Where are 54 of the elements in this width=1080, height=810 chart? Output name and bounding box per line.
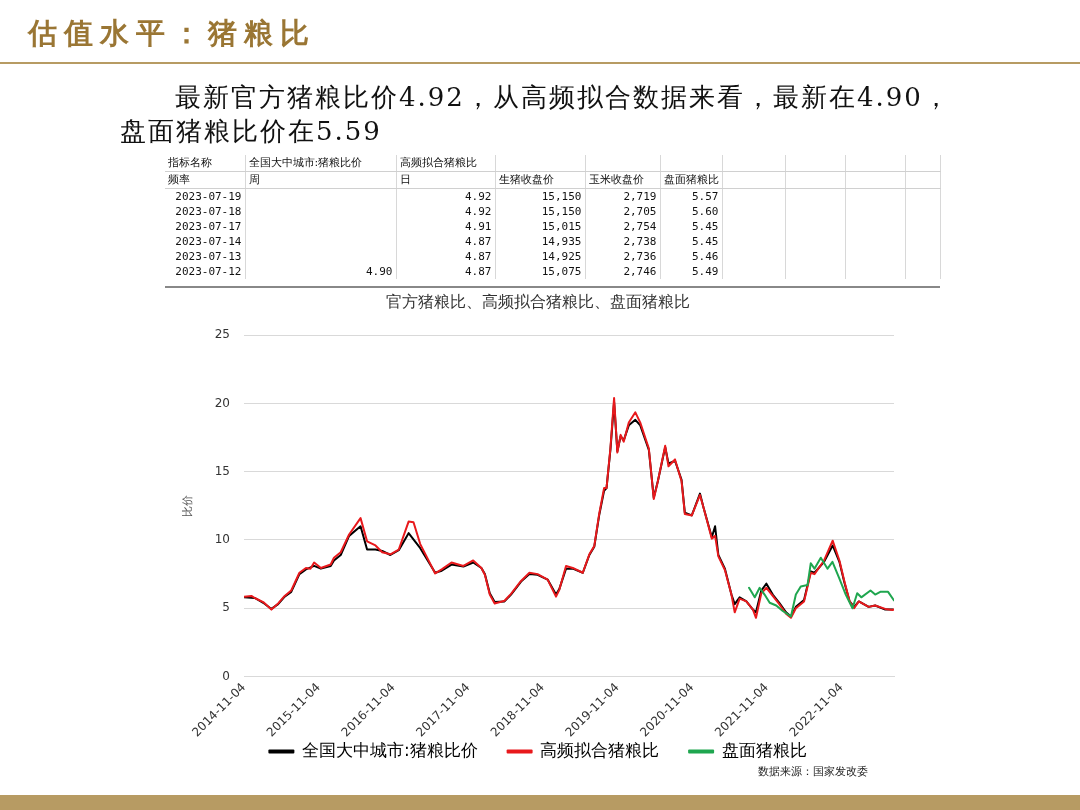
data-label: 2,736 (585, 249, 660, 264)
category-label: 2023-07-12 (165, 264, 245, 279)
data-label: 15,075 (495, 264, 585, 279)
data-label: 2,754 (585, 219, 660, 234)
y-tick-label: 5 (222, 600, 230, 615)
data-label: 4.87 (396, 264, 495, 279)
text: 生猪收盘价 (495, 171, 585, 189)
data-label: 4.91 (396, 219, 495, 234)
data-label: 15,150 (495, 204, 585, 219)
text: 全国大中城市:猪粮比价 (245, 155, 396, 172)
text: 盘面猪粮比 (660, 171, 722, 189)
text: 频率 (165, 171, 245, 189)
y-tick-label: 25 (214, 327, 230, 342)
data-label: 5.46 (660, 249, 722, 264)
data-label: 4.87 (396, 249, 495, 264)
y-tick-label: 0 (222, 668, 230, 683)
category-label: 2023-07-14 (165, 234, 245, 249)
data-label: 2,738 (585, 234, 660, 249)
chart-title: 官方猪粮比、高频拟合猪粮比、盘面猪粮比 (386, 291, 690, 311)
y-axis-title: 比价 (181, 494, 195, 517)
data-label: 5.57 (660, 188, 722, 204)
data-label: 5.49 (660, 264, 722, 279)
data-label: 14,925 (495, 249, 585, 264)
category-label: 2023-07-18 (165, 204, 245, 219)
y-tick-label: 20 (214, 395, 230, 410)
legend-label: 全国大中城市:猪粮比价 (301, 739, 478, 760)
text: 玉米收盘价 (585, 171, 660, 189)
text: 最新官方猪粮比价4.92，从高频拟合数据来看，最新在4.90，盘面猪粮比价在5.59 (120, 81, 952, 148)
legend-label: 高频拟合猪粮比 (540, 739, 660, 760)
text: 周 (245, 171, 396, 189)
text: 估值水平：猪粮比 (28, 15, 316, 52)
source-note: 数据来源：国家发改委 (758, 765, 868, 779)
text: 日 (396, 171, 495, 189)
data-label: 14,935 (495, 234, 585, 249)
data-label: 4.87 (396, 234, 495, 249)
y-tick-label: 15 (214, 463, 230, 478)
text: 指标名称 (165, 155, 245, 172)
data-label: 5.60 (660, 204, 722, 219)
category-label: 2023-07-19 (165, 188, 245, 204)
data-label: 5.45 (660, 234, 722, 249)
data-label: 4.92 (396, 204, 495, 219)
category-label: 2023-07-17 (165, 219, 245, 234)
data-label: 2,719 (585, 188, 660, 204)
data-label: 5.45 (660, 219, 722, 234)
data-label: 2,705 (585, 204, 660, 219)
category-label: 2023-07-13 (165, 249, 245, 264)
data-label: 15,015 (495, 219, 585, 234)
data-label: 4.90 (245, 264, 396, 279)
data-label: 4.92 (396, 188, 495, 204)
data-label: 2,746 (585, 264, 660, 279)
text: 高频拟合猪粮比 (396, 155, 495, 172)
legend-label: 盘面猪粮比 (721, 739, 807, 760)
data-label: 15,150 (495, 188, 585, 204)
y-tick-label: 10 (214, 532, 230, 547)
